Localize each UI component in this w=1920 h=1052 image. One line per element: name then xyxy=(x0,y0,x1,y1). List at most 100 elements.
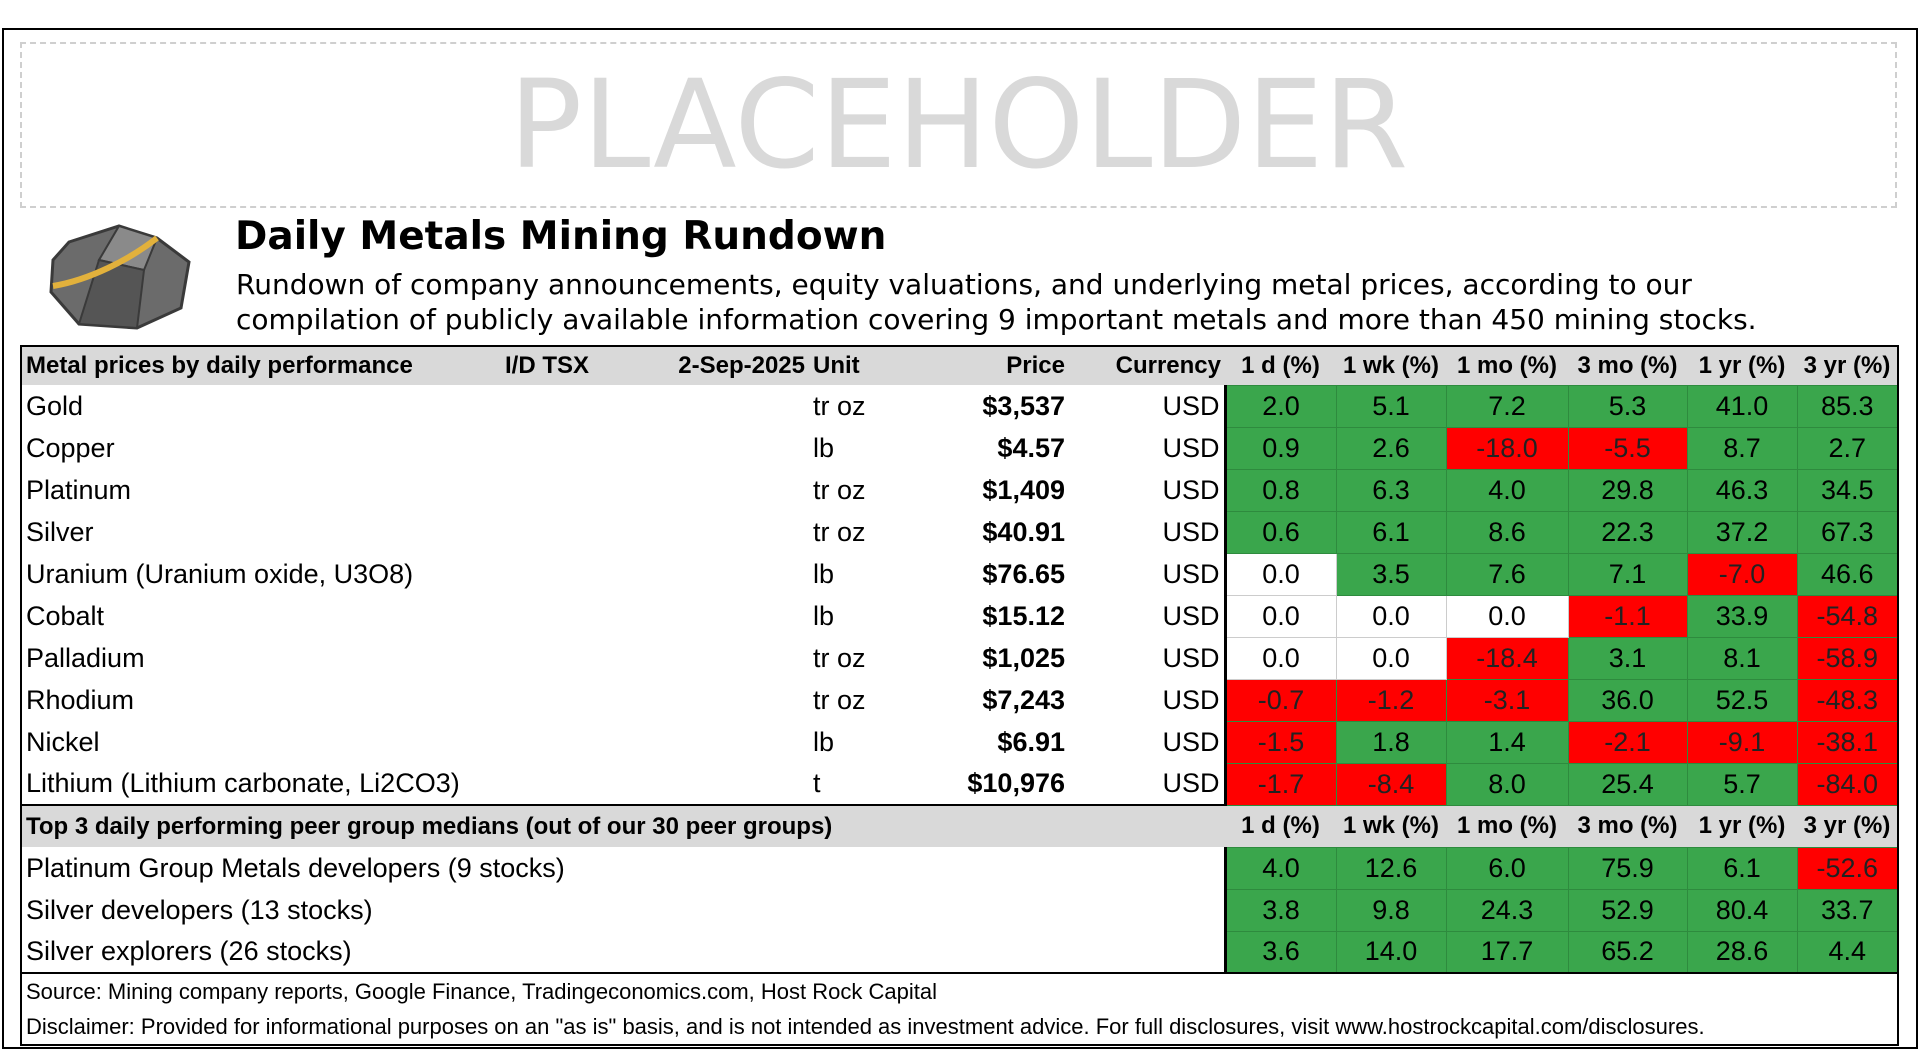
change: 3.6 xyxy=(1223,930,1337,974)
column-header: Metal prices by daily performance xyxy=(21,346,501,385)
column-header: Unit xyxy=(809,346,919,385)
row: Silver developers (13 stocks) 3.8 9.8 24.3 5… xyxy=(21,888,1899,932)
change: 1.8 xyxy=(1335,720,1447,764)
unit: tr oz xyxy=(813,684,866,715)
change: 52.9 xyxy=(1567,888,1688,932)
change: 9.8 xyxy=(1335,888,1447,932)
column-header: 1 wk (%) xyxy=(1336,346,1446,385)
change: -1.2 xyxy=(1335,678,1447,722)
row: Silver explorers (26 stocks) 3.6 14.0 17.7 6… xyxy=(21,930,1899,974)
row: Nickel lb $6.91 USD -1.5 1.8 1.4 -2.1 -9.1 -38.1 xyxy=(21,720,1899,764)
price: $1,025 xyxy=(982,642,1065,673)
change: 3.8 xyxy=(1223,888,1337,932)
currency: USD xyxy=(1162,642,1220,673)
change: 36.0 xyxy=(1567,678,1688,722)
change: -1.1 xyxy=(1567,594,1688,638)
frame xyxy=(2,28,1918,1049)
metal-name: Gold xyxy=(26,390,84,421)
change: 6.0 xyxy=(1445,846,1569,890)
change: -3.1 xyxy=(1445,678,1569,722)
change: 37.2 xyxy=(1686,510,1798,554)
column-header: Top 3 daily performing peer group median… xyxy=(21,804,1225,847)
change: 2.7 xyxy=(1796,426,1899,470)
change: 5.3 xyxy=(1567,384,1688,428)
column-header: 2-Sep-2025 xyxy=(641,346,809,385)
change: 22.3 xyxy=(1567,510,1688,554)
row: Copper lb $4.57 USD 0.9 2.6 -18.0 -5.5 8.7 2.7 xyxy=(21,426,1899,470)
change: 52.5 xyxy=(1686,678,1798,722)
change: -58.9 xyxy=(1796,636,1899,680)
change: 34.5 xyxy=(1796,468,1899,512)
price: $15.12 xyxy=(982,600,1065,631)
change: 4.4 xyxy=(1796,930,1899,974)
metal-name: Copper xyxy=(26,432,115,463)
change: 33.9 xyxy=(1686,594,1798,638)
price: $10,976 xyxy=(967,768,1065,798)
change: 29.8 xyxy=(1567,468,1688,512)
change: 33.7 xyxy=(1796,888,1899,932)
change: 6.3 xyxy=(1335,468,1447,512)
row: Cobalt lb $15.12 USD 0.0 0.0 0.0 -1.1 33.9 -54.8 xyxy=(21,594,1899,638)
column-header: 3 yr (%) xyxy=(1797,346,1898,385)
unit: lb xyxy=(813,726,835,757)
change: 75.9 xyxy=(1567,846,1688,890)
column-header: I/D TSX xyxy=(501,346,641,385)
change: 5.1 xyxy=(1335,384,1447,428)
unit: lb xyxy=(813,432,835,463)
change: 0.0 xyxy=(1335,636,1447,680)
unit: tr oz xyxy=(813,642,866,673)
metals-table: Metal prices by daily performance I/D TSX… xyxy=(20,345,1899,1046)
change: -48.3 xyxy=(1796,678,1899,722)
price: $76.65 xyxy=(982,558,1065,589)
unit: lb xyxy=(813,600,835,631)
change: -9.1 xyxy=(1686,720,1798,764)
row: Top 3 daily performing peer group median… xyxy=(21,804,1898,847)
change: 5.7 xyxy=(1686,762,1798,806)
row: Platinum Group Metals developers (9 stoc… xyxy=(21,846,1899,890)
unit: tr oz xyxy=(813,474,866,505)
column-header: 1 yr (%) xyxy=(1687,805,1797,847)
change: 4.0 xyxy=(1223,846,1337,890)
change: 8.0 xyxy=(1445,762,1569,806)
change: 46.3 xyxy=(1686,468,1798,512)
change: -52.6 xyxy=(1796,846,1899,890)
change: 67.3 xyxy=(1796,510,1899,554)
currency: USD xyxy=(1162,558,1220,589)
price: $7,243 xyxy=(982,684,1065,715)
change: -2.1 xyxy=(1567,720,1688,764)
metal-name: Uranium (Uranium oxide, U3O8) xyxy=(26,558,414,589)
change: 65.2 xyxy=(1567,930,1688,974)
change: 0.0 xyxy=(1335,594,1447,638)
change: 7.2 xyxy=(1445,384,1569,428)
rock-icon xyxy=(49,224,191,330)
peer-group: Silver explorers (26 stocks) xyxy=(26,936,352,966)
column-header: Price xyxy=(919,346,1069,385)
price: $3,537 xyxy=(982,390,1065,421)
change: 7.1 xyxy=(1567,552,1688,596)
row: Lithium (Lithium carbonate, Li2CO3) t $10,… xyxy=(21,762,1899,806)
price: $1,409 xyxy=(982,474,1065,505)
currency: USD xyxy=(1162,432,1220,463)
currency: USD xyxy=(1162,726,1220,757)
metal-name: Platinum xyxy=(26,474,132,505)
metal-name: Silver xyxy=(26,516,94,547)
change: -38.1 xyxy=(1796,720,1899,764)
change: 46.6 xyxy=(1796,552,1899,596)
metal-name: Cobalt xyxy=(26,600,105,631)
row: Disclaimer: Provided for informational p… xyxy=(21,1009,1898,1045)
change: -1.5 xyxy=(1223,720,1337,764)
unit: lb xyxy=(813,558,835,589)
change: -5.5 xyxy=(1567,426,1688,470)
change: 28.6 xyxy=(1686,930,1798,974)
row: Gold tr oz $3,537 USD 2.0 5.1 7.2 5.3 41.0 85.3 xyxy=(21,384,1899,428)
change: 6.1 xyxy=(1335,510,1447,554)
row: Source: Mining company reports, Google F… xyxy=(21,972,1898,1009)
change: 1.4 xyxy=(1445,720,1569,764)
metal-name: Lithium (Lithium carbonate, Li2CO3) xyxy=(26,768,460,798)
currency: USD xyxy=(1162,516,1220,547)
column-header: 1 yr (%) xyxy=(1687,346,1797,385)
currency: USD xyxy=(1162,684,1220,715)
currency: USD xyxy=(1162,474,1220,505)
change: 2.0 xyxy=(1223,384,1337,428)
